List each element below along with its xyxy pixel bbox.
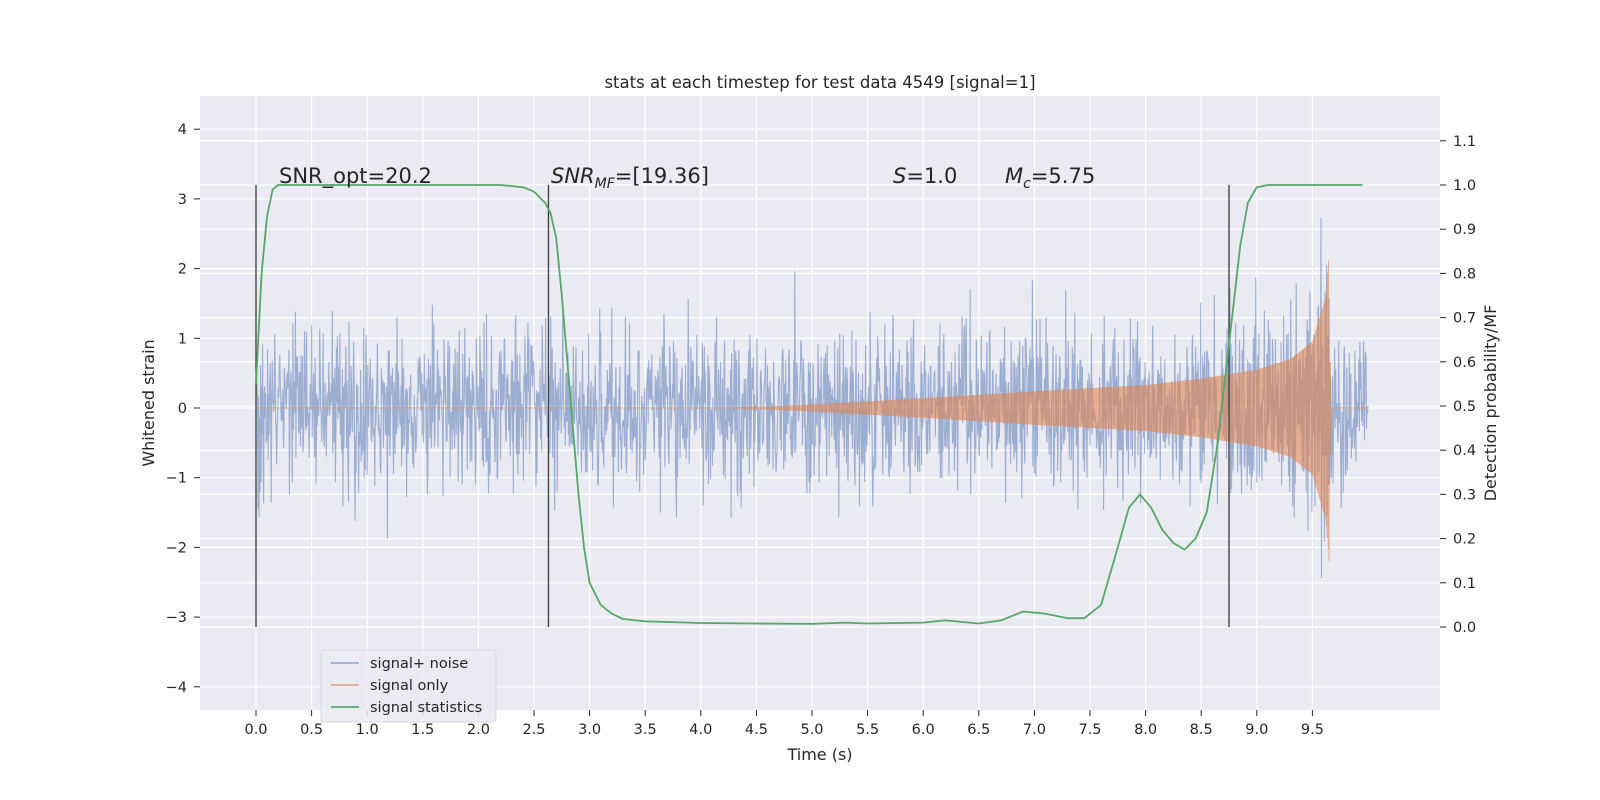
axis-ticks: 0.0 0.5 1.0 1.5 2.0 2.5 3.0 3.5 4.0 4.5 5.0 5.5 6.0 6… xyxy=(166,122,1476,738)
x-tick-label: 1.0 xyxy=(356,722,379,738)
x-tick-label: 9.5 xyxy=(1301,722,1324,738)
y-right-tick-label: 0.8 xyxy=(1453,266,1476,282)
legend-label-signal-plus-noise: signal+ noise xyxy=(370,656,468,672)
x-tick-label: 4.5 xyxy=(745,722,768,738)
annotation-s-value: =1.0 xyxy=(906,164,957,188)
x-tick-label: 2.0 xyxy=(467,722,490,738)
y-right-tick-label: 0.2 xyxy=(1453,532,1476,548)
y-right-tick-label: 0.1 xyxy=(1453,576,1476,592)
annotation-s-label: S xyxy=(893,164,906,188)
y-left-tick-label: 3 xyxy=(178,192,187,208)
y-right-tick-label: 0.0 xyxy=(1453,620,1476,636)
y-right-tick-label: 0.9 xyxy=(1453,222,1476,238)
annotation-mc-sub: c xyxy=(1023,176,1031,192)
annotation-mc-value: =5.75 xyxy=(1031,164,1095,188)
y-axis-right-title: Detection probability/MF xyxy=(1481,305,1500,502)
y-axis-left-title: Whitened strain xyxy=(139,339,158,466)
y-right-tick-label: 1.1 xyxy=(1453,134,1476,150)
annotation-snr-mf-value: =[19.36] xyxy=(615,164,709,188)
x-tick-label: 5.5 xyxy=(856,722,879,738)
x-tick-label: 4.0 xyxy=(689,722,712,738)
annotation-snr-mf-sub: MF xyxy=(595,176,616,192)
x-tick-label: 6.5 xyxy=(967,722,990,738)
y-left-tick-label: 2 xyxy=(178,262,187,278)
y-left-tick-label: −1 xyxy=(166,471,187,487)
x-tick-label: 0.5 xyxy=(300,722,323,738)
signal-only-line xyxy=(256,260,1368,562)
annotation-snr-mf: SNRMF=[19.36] xyxy=(551,164,709,192)
legend-label-signal-only: signal only xyxy=(370,678,449,694)
annotation-s: S=1.0 xyxy=(893,164,957,188)
legend-box xyxy=(320,649,497,723)
y-left-tick-label: 1 xyxy=(178,331,187,347)
x-tick-label: 7.5 xyxy=(1078,722,1101,738)
x-tick-label: 1.5 xyxy=(411,722,434,738)
signal-statistics-line xyxy=(255,184,1363,625)
legend-label-signal-statistics: signal statistics xyxy=(370,700,482,716)
x-tick-label: 0.0 xyxy=(244,722,267,738)
x-tick-label: 8.5 xyxy=(1190,722,1213,738)
legend: signal+ noise signal only signal statist… xyxy=(320,649,497,723)
y-right-tick-label: 0.7 xyxy=(1453,311,1476,327)
x-tick-label: 3.0 xyxy=(578,722,601,738)
y-right-tick-label: 0.5 xyxy=(1453,399,1476,415)
x-tick-label: 3.5 xyxy=(634,722,657,738)
y-right-tick-label: 0.6 xyxy=(1453,355,1476,371)
y-left-tick-label: −3 xyxy=(166,610,187,626)
series-signal-only xyxy=(256,260,1368,562)
y-left-tick-label: −4 xyxy=(166,680,187,696)
y-right-tick-label: 0.3 xyxy=(1453,487,1476,503)
y-left-tick-label: 0 xyxy=(178,401,187,417)
y-left-tick-label: −2 xyxy=(166,540,187,556)
y-right-tick-label: 0.4 xyxy=(1453,443,1476,459)
vertical-markers xyxy=(255,185,1230,627)
chart-title: stats at each timestep for test data 454… xyxy=(604,73,1035,92)
x-axis-title: Time (s) xyxy=(786,745,852,764)
annotation-snr-mf-label: SNR xyxy=(551,164,595,188)
annotation-mc: Mc=5.75 xyxy=(1005,164,1095,192)
y-right-tick-label: 1.0 xyxy=(1453,178,1476,194)
x-tick-label: 8.0 xyxy=(1134,722,1157,738)
x-tick-label: 5.0 xyxy=(800,722,823,738)
x-tick-label: 6.0 xyxy=(912,722,935,738)
x-tick-label: 2.5 xyxy=(522,722,545,738)
series-signal-statistics xyxy=(255,184,1363,625)
x-tick-label: 9.0 xyxy=(1245,722,1268,738)
y-left-tick-label: 4 xyxy=(178,122,187,138)
x-tick-label: 7.0 xyxy=(1023,722,1046,738)
annotation-mc-label: M xyxy=(1005,164,1023,188)
annotation-snr-opt: SNR_opt=20.2 xyxy=(279,164,432,189)
